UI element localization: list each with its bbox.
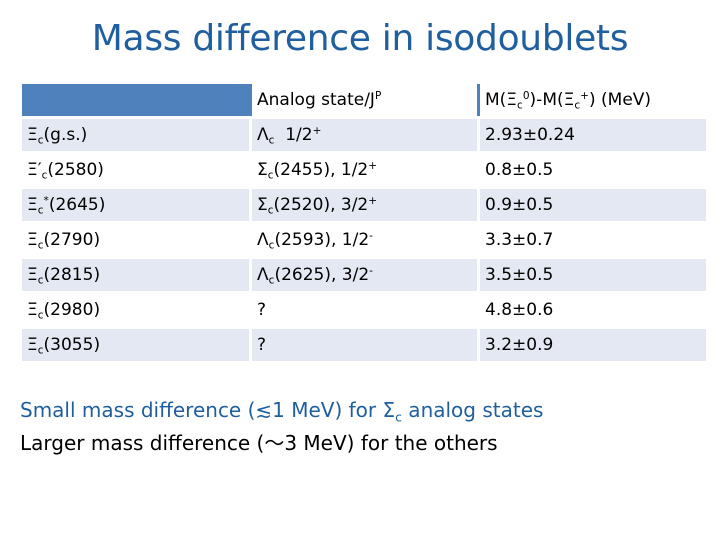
header-mass-difference: M(Ξc0)-M(Ξc+) (MeV) <box>480 84 706 119</box>
analog-cell: Σc(2455), 1/2+ <box>252 152 477 189</box>
analog-cell: Σc(2520), 3/2+ <box>252 187 477 224</box>
state-cell: Ξ′c(2580) <box>22 152 249 189</box>
note-large-difference: Larger mass difference (〜3 MeV) for the … <box>20 431 498 455</box>
mass-diff-cell: 0.8±0.5 <box>480 152 706 189</box>
analog-cell: ? <box>252 327 477 364</box>
mass-diff-cell: 3.2±0.9 <box>480 327 706 364</box>
table-row: Ξc(3055) ? 3.2±0.9 <box>22 327 706 364</box>
mass-diff-cell: 3.5±0.5 <box>480 257 706 294</box>
table-header-row: Analog state/JP M(Ξc0)-M(Ξc+) (MeV) <box>22 84 706 119</box>
state-cell: Ξc*(2645) <box>22 187 249 224</box>
isodoublet-table: Analog state/JP M(Ξc0)-M(Ξc+) (MeV) Ξc(g… <box>22 84 706 364</box>
analog-cell: Λc(2593), 1/2- <box>252 222 477 259</box>
table-row: Ξc(2790) Λc(2593), 1/2- 3.3±0.7 <box>22 222 706 259</box>
header-analog: Analog state/JP <box>252 84 477 119</box>
table-row: Ξc(2815) Λc(2625), 3/2- 3.5±0.5 <box>22 257 706 294</box>
analog-cell: Λc 1/2+ <box>252 117 477 154</box>
table-row: Ξc(2980) ? 4.8±0.6 <box>22 292 706 329</box>
state-cell: Ξc(3055) <box>22 327 249 364</box>
state-cell: Ξc(2980) <box>22 292 249 329</box>
analog-cell: ? <box>252 292 477 329</box>
mass-diff-cell: 2.93±0.24 <box>480 117 706 154</box>
mass-diff-cell: 0.9±0.5 <box>480 187 706 224</box>
note-small-difference: Small mass difference (≲1 MeV) for Σc an… <box>20 398 544 425</box>
header-state <box>22 84 249 119</box>
summary-notes: Small mass difference (≲1 MeV) for Σc an… <box>20 394 543 460</box>
mass-diff-cell: 3.3±0.7 <box>480 222 706 259</box>
state-cell: Ξc(g.s.) <box>22 117 249 154</box>
slide-title: Mass difference in isodoublets <box>91 18 629 59</box>
mass-diff-cell: 4.8±0.6 <box>480 292 706 329</box>
table-row: Ξc*(2645) Σc(2520), 3/2+ 0.9±0.5 <box>22 187 706 224</box>
table-row: Ξc(g.s.) Λc 1/2+ 2.93±0.24 <box>22 117 706 154</box>
analog-cell: Λc(2625), 3/2- <box>252 257 477 294</box>
state-cell: Ξc(2790) <box>22 222 249 259</box>
table-row: Ξ′c(2580) Σc(2455), 1/2+ 0.8±0.5 <box>22 152 706 189</box>
state-cell: Ξc(2815) <box>22 257 249 294</box>
